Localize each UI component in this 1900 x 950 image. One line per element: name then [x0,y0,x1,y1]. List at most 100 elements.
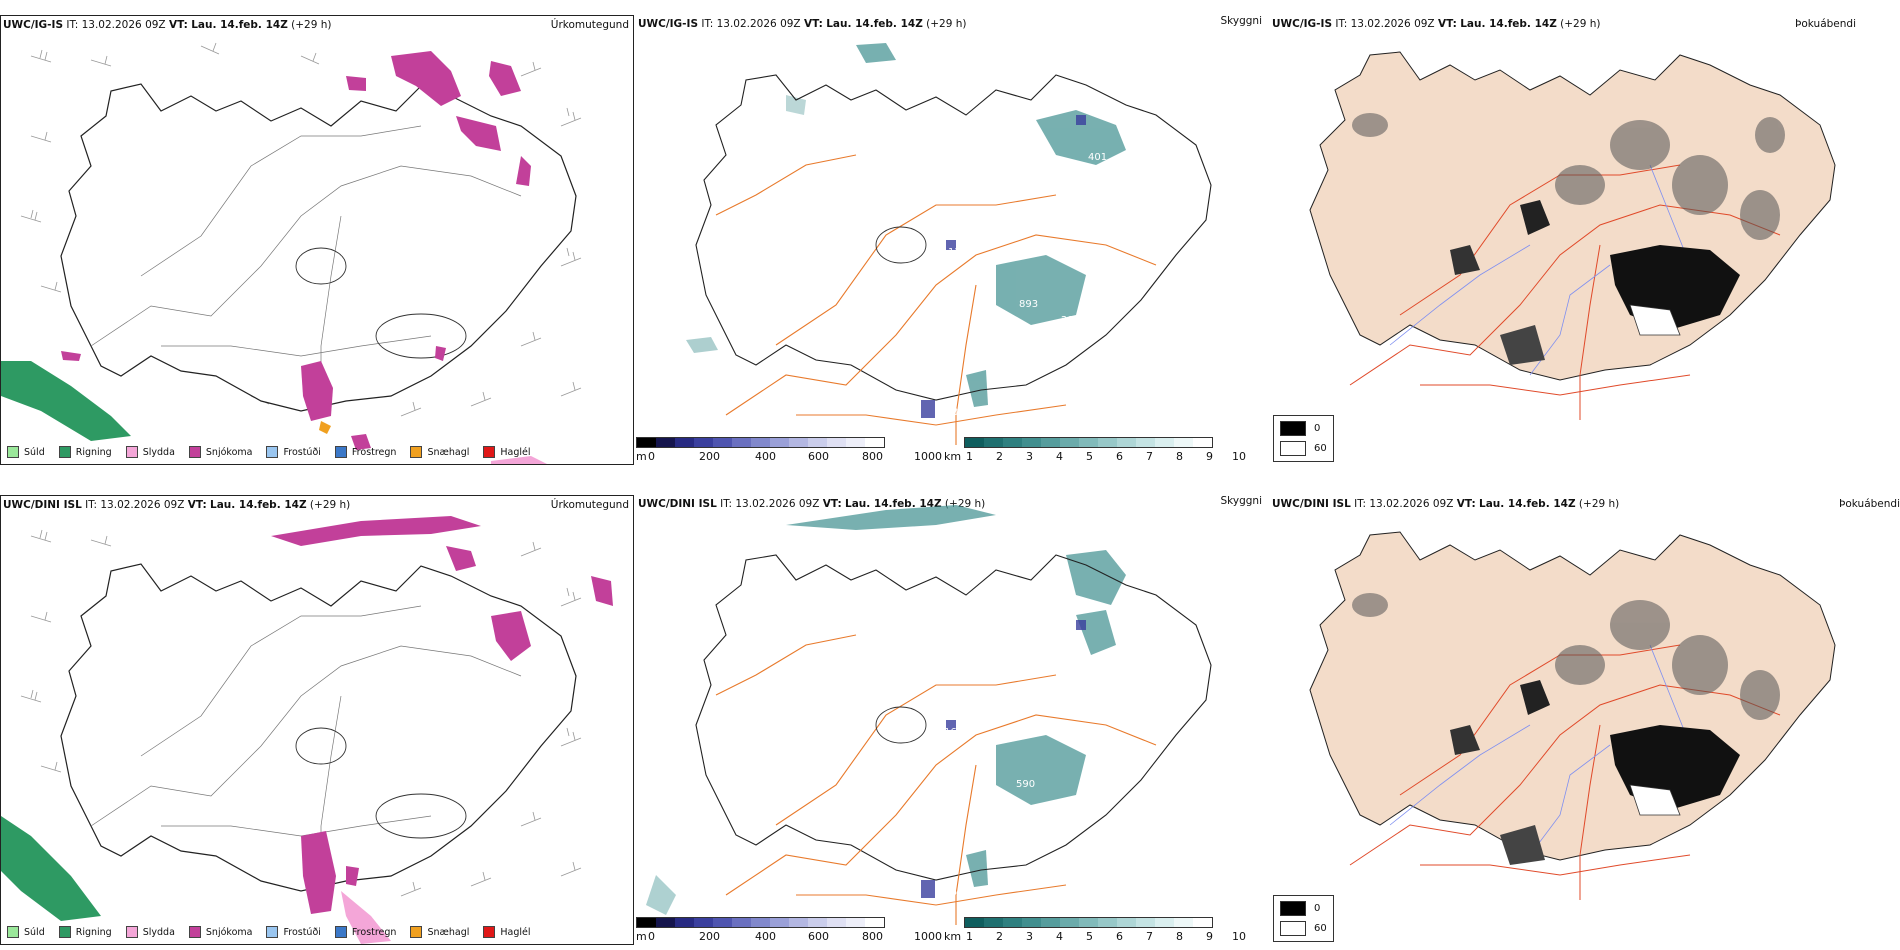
cbar-cell [1174,918,1193,927]
vis-label: 268 [939,407,958,418]
legend-swatch [483,926,496,938]
unit-label: km [944,450,962,463]
roads [715,154,1157,445]
legend-item: Slydda [125,446,175,458]
legend-swatch [58,926,71,938]
cbar-cell [808,438,827,447]
tick-label: 7 [1146,450,1153,463]
fog-map [1309,51,1836,420]
vis-label: 15 [918,379,931,390]
cbar-cell [713,438,732,447]
visibility-colorbar [964,917,1213,928]
tick-label: 600 [808,450,829,463]
cbar-cell [1079,918,1098,927]
visibility-labels: 401 711 12 893 285 17 331 268 15 [918,152,1140,418]
legend-swatch [58,446,71,458]
tick-label: 5 [1086,450,1093,463]
legend-swatch [125,446,138,458]
cbar-cell [1003,438,1022,447]
tick-label: 8 [1176,930,1183,943]
cbar-cell [694,918,713,927]
legend-item: Rigning [58,446,112,458]
tick-label: 9 [1206,450,1213,463]
tick-label: 6 [1116,930,1123,943]
tick-label: 4 [1056,930,1063,943]
tick-label: 2 [996,930,1003,943]
panel-header: UWC/DINI ISL IT: 13.02.2026 09Z VT: Lau.… [638,498,986,510]
panel-title: Úrkomutegund [550,499,629,511]
ceiling-ticks: m 0 200 400 600 800 1000 [636,930,946,944]
roads [715,634,1157,925]
legend-swatch [334,446,347,458]
panel-title: Skyggni [1220,495,1263,507]
tick-label: 2 [996,450,1003,463]
cbar-cell [656,438,675,447]
cbar-cell [1174,438,1193,447]
vis-label: 331 [934,367,953,378]
fog-legend-item: 60 [1280,441,1327,456]
cbar-cell [751,438,770,447]
fog-swatch [1280,421,1306,436]
tick-label: 400 [755,930,776,943]
tick-label: 0 [648,450,655,463]
cbar-cell [770,438,789,447]
panel-header: UWC/IG-IS IT: 13.02.2026 09Z VT: Lau. 14… [1272,18,1601,30]
panel-header: UWC/DINI ISL IT: 13.02.2026 09Z VT: Lau.… [3,499,351,511]
legend-swatch [410,926,423,938]
low-ceiling-areas [921,620,1086,898]
cbar-cell [637,438,656,447]
cbar-cell [846,438,865,447]
precip-type-panel-top: UWC/IG-IS IT: 13.02.2026 09Z VT: Lau. 14… [0,15,634,465]
rain-area [1,361,131,441]
iceland-coastline [60,83,577,412]
unit-label: m [636,450,647,463]
fog-legend: 0 60 [1273,895,1334,942]
vis-label: 17 [1061,337,1074,348]
cbar-cell [1041,438,1060,447]
tick-label: 1000 [914,930,942,943]
tick-label: 5 [1086,930,1093,943]
cbar-cell [984,918,1003,927]
panel-title: Þokuábendi [1795,18,1856,30]
snow-areas [61,51,531,450]
fog-swatch [1280,901,1306,916]
vis-label: 401 [1088,152,1107,163]
panel-title: Þokuábendi [1839,498,1900,510]
cbar-cell [965,918,984,927]
ceiling-ticks: m 0 200 400 600 800 1000 [636,450,946,464]
cbar-cell [846,918,865,927]
unit-label: m [636,930,647,943]
cbar-cell [1155,438,1174,447]
visibility-labels: 448 16 590 237 349 286 [938,625,1143,898]
tick-label: 0 [648,930,655,943]
fog-legend-item: 0 [1280,421,1327,436]
visibility-map: 401 711 12 893 285 17 331 268 15 [686,43,1212,445]
wind-barbs [20,529,582,897]
cbar-cell [865,918,884,927]
legend-item: Snjókoma [188,446,252,458]
cbar-cell [1098,918,1117,927]
cbar-cell [1079,438,1098,447]
cbar-cell [1041,918,1060,927]
tick-label: 10 [1232,930,1246,943]
cbar-cell [1193,438,1212,447]
visibility-ticks: km 1 2 3 4 5 6 7 8 9 10 [944,450,1264,464]
cbar-cell [1022,918,1041,927]
legend-item: Súld [7,926,45,938]
legend-swatch [188,446,201,458]
iceland-coastline [60,563,577,892]
legend-item: Súld [7,446,45,458]
precip-legend: Súld Rigning Slydda Snjókoma Frostúði Fr… [7,446,531,458]
fog-swatch [1280,921,1306,936]
cbar-cell [675,438,694,447]
vis-label: 286 [938,887,957,898]
tick-label: 10 [1232,450,1246,463]
cbar-cell [675,918,694,927]
cbar-cell [865,438,884,447]
visibility-colorbar [964,437,1213,448]
cbar-cell [827,438,846,447]
fog-legend: 0 60 [1273,415,1334,462]
legend-item: Frostregn [334,446,396,458]
tick-label: 7 [1146,930,1153,943]
fog-index-panel-bottom: UWC/DINI ISL IT: 13.02.2026 09Z VT: Lau.… [1270,495,1900,945]
